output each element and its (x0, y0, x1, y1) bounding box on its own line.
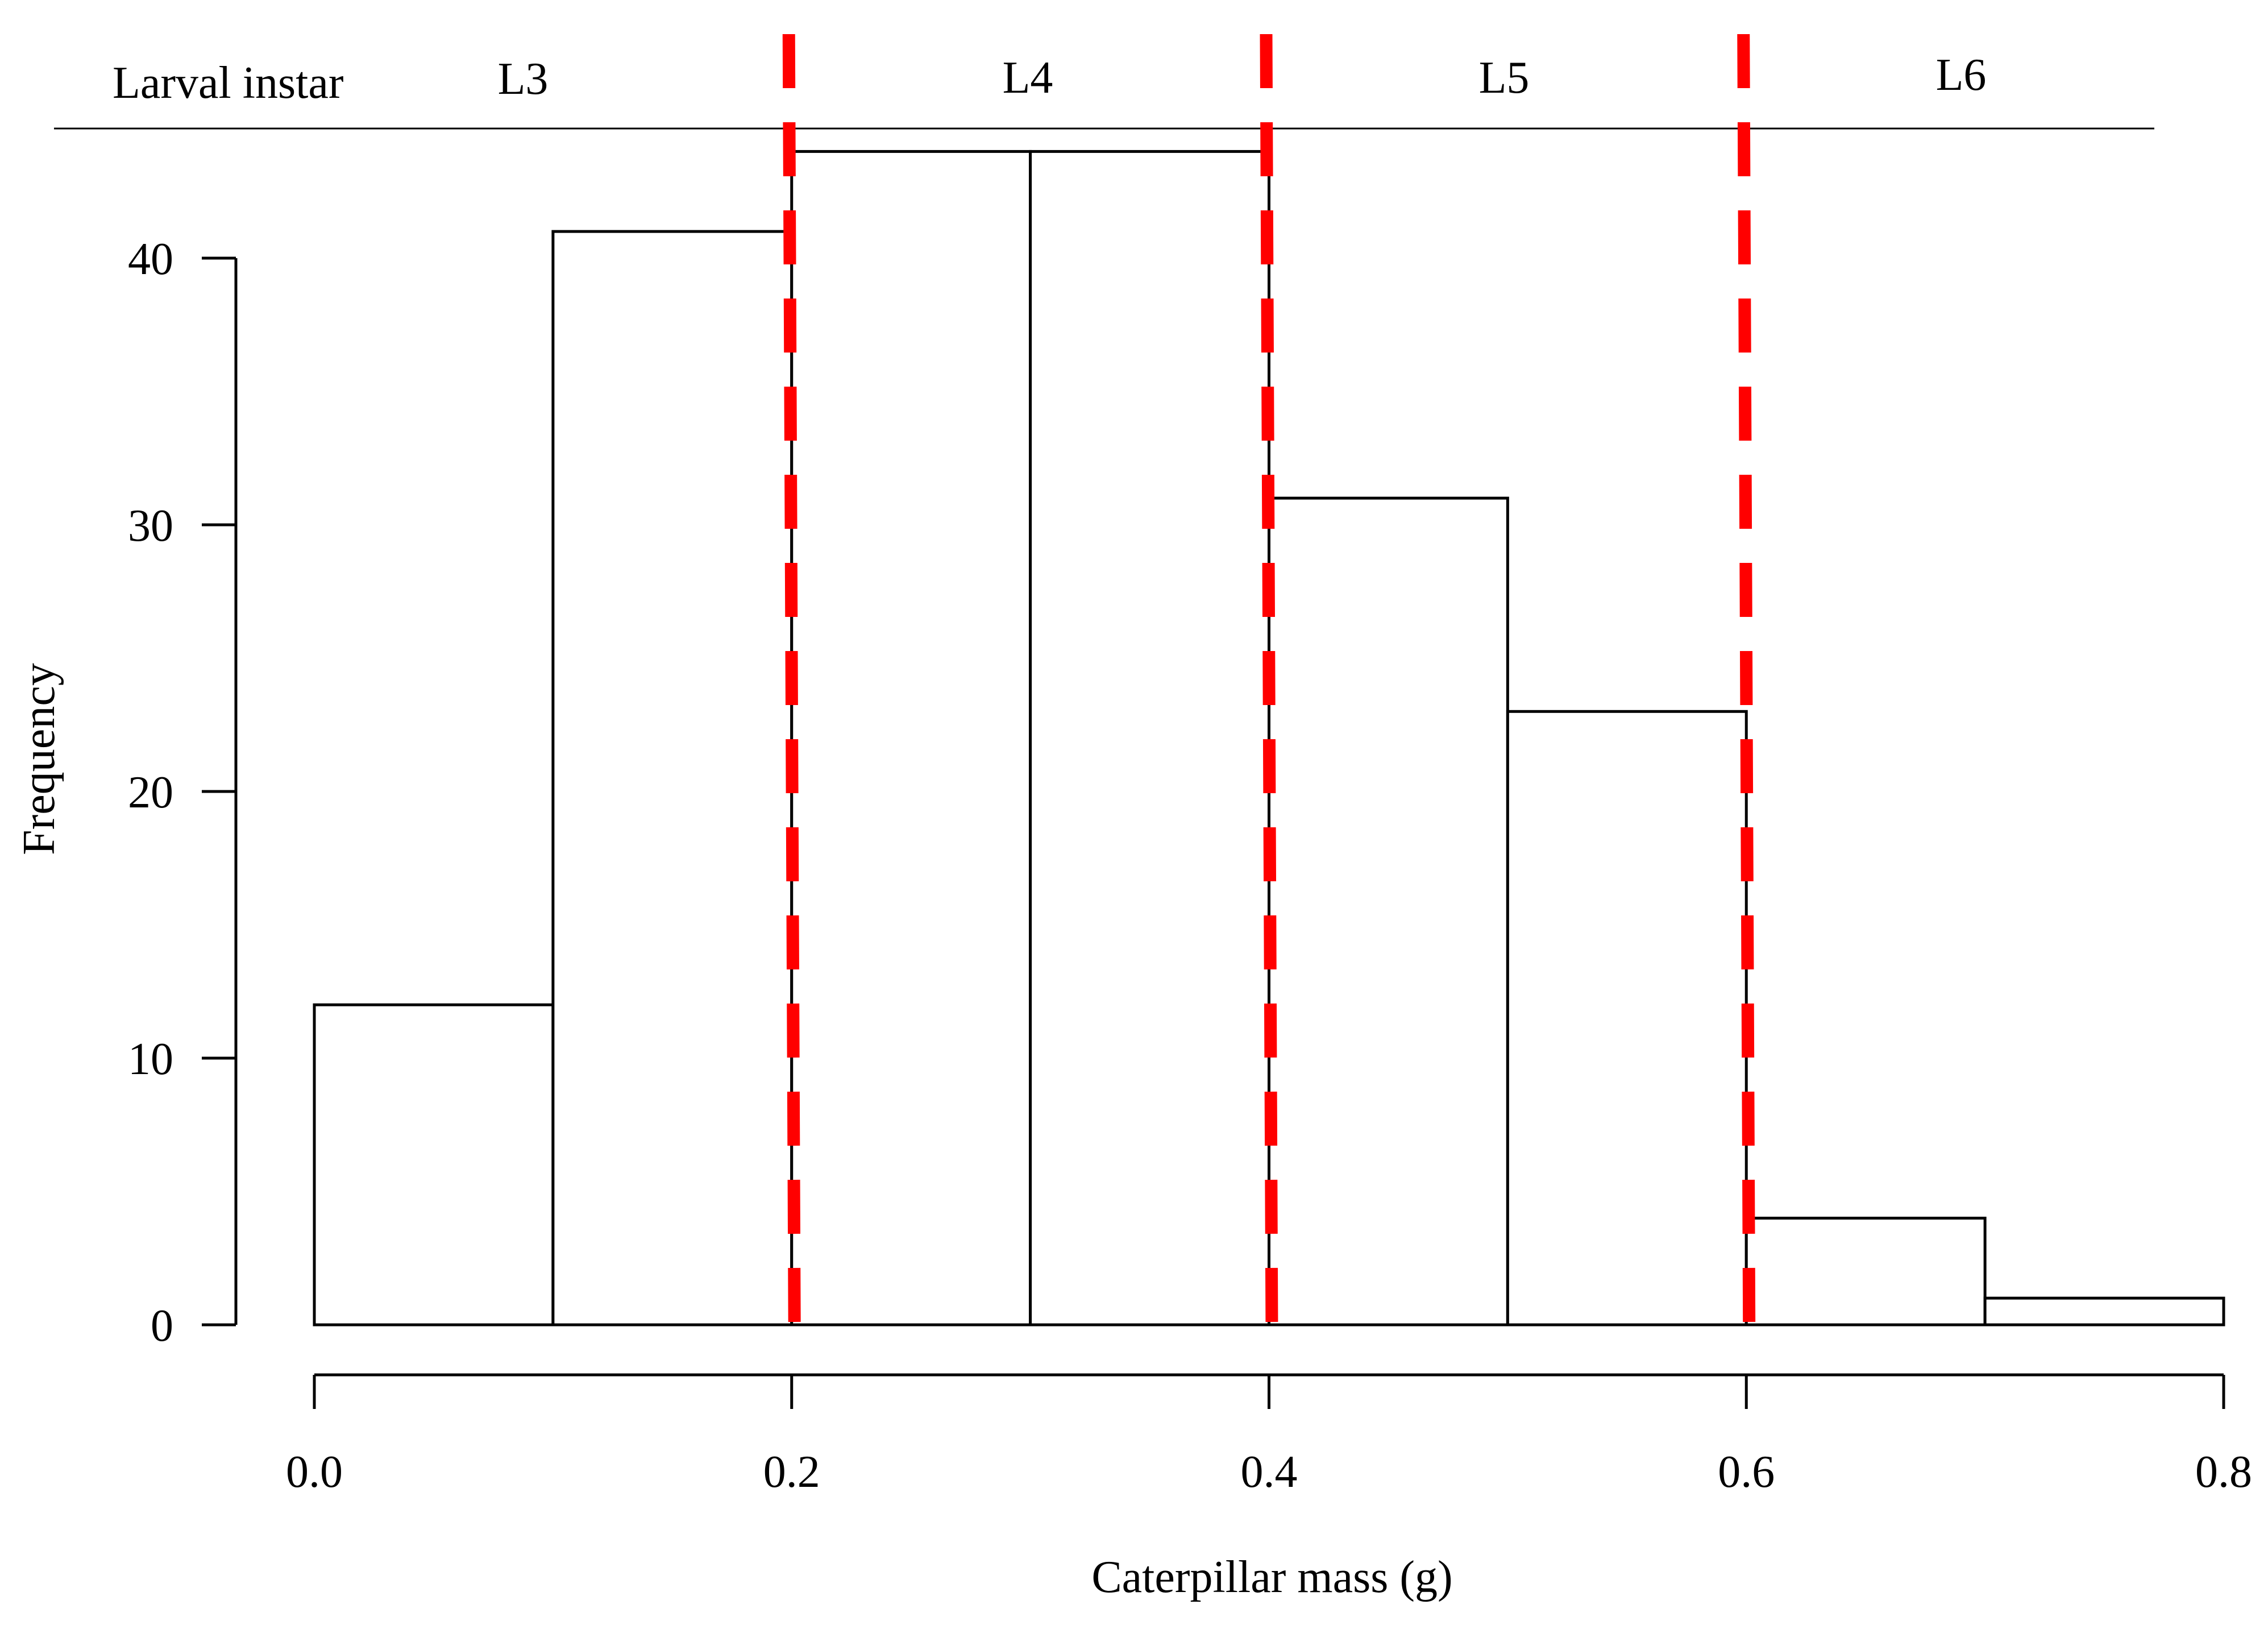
y-axis-label: Frequency (14, 663, 64, 855)
instar-stage-label-l6: L6 (1936, 50, 1987, 100)
instar-threshold-lines (782, 34, 1756, 1331)
instar-stage-label-l5: L5 (1479, 53, 1530, 103)
histogram-bar-4 (1029, 150, 1270, 1327)
instar-header: Larval instar L3 L4 L5 L6 (54, 50, 2154, 130)
instar-stage-labels: L3 L4 L5 L6 (498, 50, 1987, 104)
x-axis: 0.0 0.2 0.4 0.6 0.8 Caterpillar mass (g) (286, 1373, 2252, 1602)
instar-threshold-line-2 (1260, 34, 1278, 1331)
histogram-bar-6 (1506, 710, 1748, 1327)
y-tick-label-20: 20 (128, 768, 173, 818)
y-axis-ticks: 0 10 20 30 40 (128, 234, 236, 1351)
x-tick-label-0.8: 0.8 (2195, 1447, 2252, 1497)
x-axis-label: Caterpillar mass (g) (1091, 1552, 1452, 1602)
y-tick-label-10: 10 (128, 1034, 173, 1084)
y-axis: 0 10 20 30 40 Frequency (14, 234, 238, 1351)
x-tick-label-0.0: 0.0 (286, 1447, 343, 1497)
histogram-bar-3 (790, 150, 1032, 1327)
x-axis-ticks: 0.0 0.2 0.4 0.6 0.8 (286, 1375, 2252, 1497)
x-tick-label-0.4: 0.4 (1241, 1447, 1298, 1497)
instar-stage-label-l3: L3 (498, 54, 549, 104)
x-tick-label-0.2: 0.2 (763, 1447, 820, 1497)
y-tick-label-0: 0 (151, 1301, 173, 1351)
y-tick-label-30: 30 (128, 501, 173, 551)
histogram-bars (313, 150, 2225, 1327)
x-tick-label-0.6: 0.6 (1718, 1447, 1775, 1497)
instar-threshold-line-1 (782, 34, 801, 1331)
histogram-bar-8 (1983, 1296, 2225, 1327)
y-tick-label-40: 40 (128, 234, 173, 284)
histogram-bar-1 (313, 1003, 555, 1327)
instar-threshold-line-3 (1737, 34, 1756, 1331)
instar-header-label: Larval instar (113, 58, 343, 108)
histogram-bar-2 (551, 230, 794, 1327)
histogram-bar-5 (1268, 496, 1509, 1327)
instar-stage-label-l4: L4 (1003, 53, 1053, 103)
histogram-bar-7 (1744, 1216, 1987, 1327)
